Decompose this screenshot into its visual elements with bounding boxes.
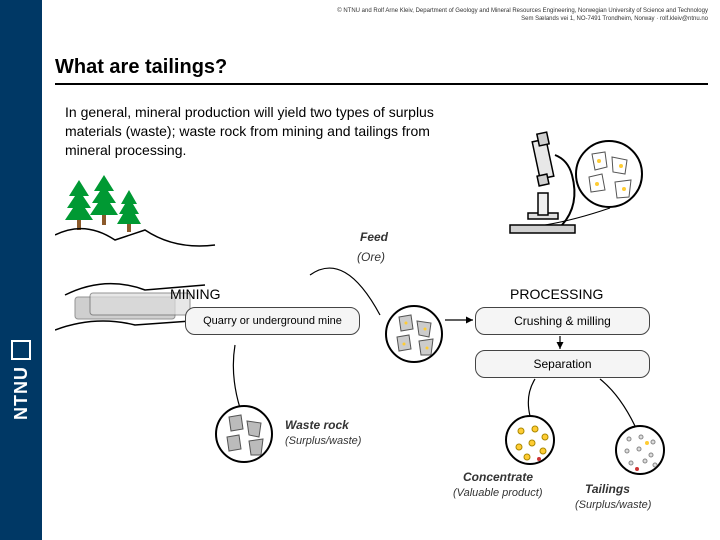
concentrate-circle-icon — [505, 415, 555, 465]
tailings-circle-icon — [615, 425, 665, 475]
wasterock-label: Waste rock — [285, 418, 349, 432]
crushing-label: Crushing & milling — [514, 314, 611, 328]
processing-label: PROCESSING — [510, 286, 603, 302]
wasterock-sub: (Surplus/waste) — [285, 435, 361, 447]
ntnu-logo: NTNU — [11, 340, 32, 420]
tailings-sub: (Surplus/waste) — [575, 499, 651, 511]
crushing-box: Crushing & milling — [475, 307, 650, 335]
logo-box-icon — [11, 340, 31, 360]
sidebar: NTNU — [0, 0, 42, 540]
flow-arrows — [55, 160, 705, 530]
wasterock-circle-icon — [215, 405, 273, 463]
separation-label: Separation — [533, 357, 591, 371]
tailings-label: Tailings — [585, 482, 630, 496]
quarry-box: Quarry or underground mine — [185, 307, 360, 335]
feed-label: Feed — [360, 230, 388, 244]
header-attribution: © NTNU and Rolf Arne Kleiv, Department o… — [337, 8, 708, 24]
quarry-label: Quarry or underground mine — [203, 315, 342, 327]
concentrate-sub: (Valuable product) — [453, 487, 542, 499]
intro-text: In general, mineral production will yiel… — [65, 103, 445, 160]
ore-circle-icon — [385, 305, 443, 363]
concentrate-label: Concentrate — [463, 470, 533, 484]
mining-label: MINING — [170, 286, 221, 302]
process-diagram: Feed (Ore) MINING PROCESSING Quarry or u… — [55, 160, 705, 530]
brand-text: NTNU — [11, 366, 32, 420]
ore-label: (Ore) — [357, 250, 385, 264]
header-line1: © NTNU and Rolf Arne Kleiv, Department o… — [337, 8, 708, 16]
page-title: What are tailings? — [55, 56, 708, 85]
header-line2: Sem Sælands vei 1, NO-7491 Trondheim, No… — [337, 16, 708, 24]
separation-box: Separation — [475, 350, 650, 378]
